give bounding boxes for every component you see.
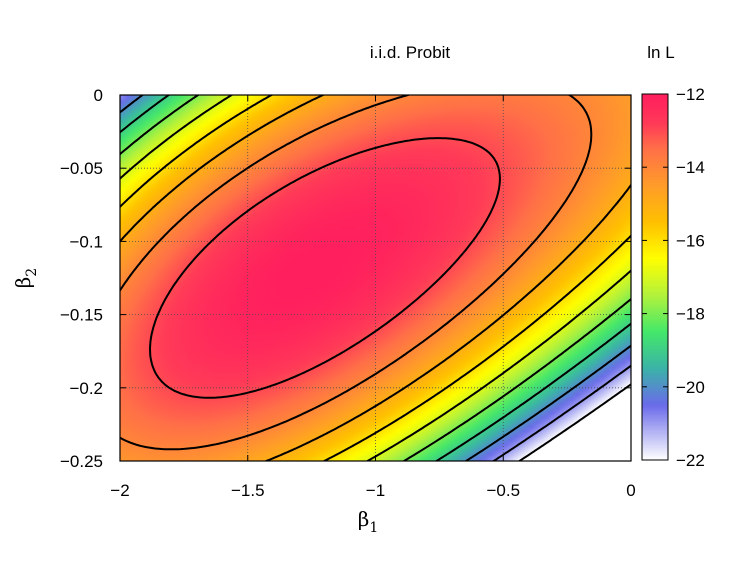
- x-tick-label-2: −1: [366, 481, 385, 500]
- x-tick-label-4: 0: [626, 481, 635, 500]
- y-axis-label-subscript: 2: [24, 268, 40, 277]
- x-tick-label-0: −2: [110, 481, 129, 500]
- x-tick-label-1: −1.5: [231, 481, 265, 500]
- colorbar-frame: [641, 93, 669, 461]
- colorbar-ticks: −12 −14 −16 −18 −20 −22: [642, 85, 705, 470]
- contour-level--19: [120, 95, 631, 461]
- y-axis-label-symbol: β: [11, 277, 35, 289]
- chart-title: i.i.d. Probit: [370, 43, 451, 62]
- y-tick-label-5: −0.25: [60, 452, 103, 471]
- colorbar-tick-label-1: −14: [676, 158, 705, 177]
- contour-level--22: [518, 383, 631, 461]
- colorbar-tick-label-5: −22: [676, 451, 705, 470]
- y-tick-label-0: 0: [94, 86, 103, 105]
- contour-level--20: [120, 95, 631, 461]
- y-tick-label-4: −0.2: [69, 379, 103, 398]
- y-tick-label-2: −0.1: [69, 232, 103, 251]
- y-axis-label-group: β2: [11, 268, 40, 288]
- x-tick-label-3: −0.5: [486, 481, 520, 500]
- colorbar-title: ln L: [647, 43, 674, 62]
- contour-level--14: [120, 95, 593, 451]
- x-axis-label: β1: [358, 507, 378, 536]
- colorbar-tick-label-2: −16: [676, 231, 705, 250]
- y-tick-label-3: −0.15: [60, 306, 103, 325]
- x-axis-ticks: −2 −1.5 −1 −0.5 0: [110, 95, 636, 500]
- colorbar-gradient: [642, 94, 668, 460]
- colorbar-tick-label-4: −20: [676, 378, 705, 397]
- y-tick-label-1: −0.05: [60, 159, 103, 178]
- colorbar-tick-label-0: −12: [676, 85, 705, 104]
- y-axis-label: β2: [11, 268, 40, 288]
- colorbar-tick-label-3: −18: [676, 305, 705, 324]
- x-axis-label-subscript: 1: [369, 520, 378, 536]
- y-axis-ticks: 0 −0.05 −0.1 −0.15 −0.2 −0.25: [60, 86, 631, 471]
- contour-level--13: [149, 137, 501, 399]
- grid-lines: [120, 95, 631, 461]
- x-axis-label-symbol: β: [358, 507, 370, 531]
- contour-level--21: [492, 364, 631, 461]
